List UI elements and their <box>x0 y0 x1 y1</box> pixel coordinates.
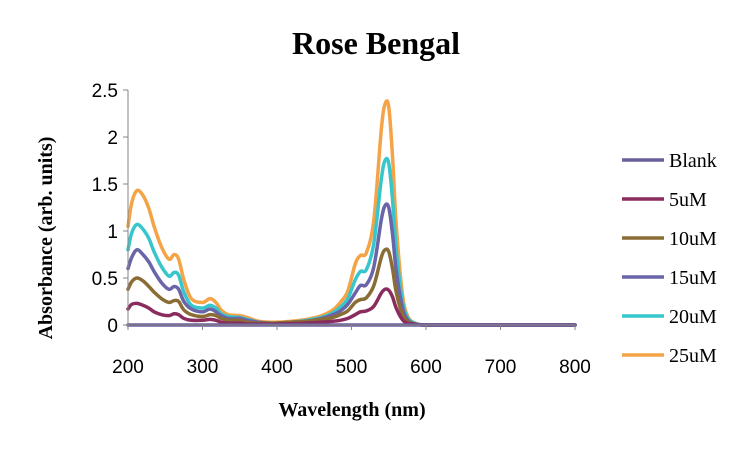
y-tick-label: 1.5 <box>92 175 118 196</box>
x-tick-label: 300 <box>187 357 219 378</box>
series-layer <box>126 99 577 327</box>
x-tick-label: 800 <box>559 357 591 378</box>
legend-label-15um: 15uM <box>669 267 717 289</box>
legend-label-10um: 10uM <box>669 228 717 250</box>
y-axis-label: Absorbance (arb. units) <box>35 137 57 340</box>
y-tick-label: 1 <box>107 222 118 243</box>
legend-label-blank: Blank <box>669 150 717 172</box>
x-tick-label: 200 <box>112 357 144 378</box>
x-tick-label: 700 <box>485 357 517 378</box>
x-tick-label: 500 <box>336 357 368 378</box>
axis-layer: 0 0.5 1 1.5 2 2.5 200 300 400 500 600 700 800 <box>92 81 591 378</box>
y-tick-label: 0 <box>107 316 118 337</box>
legend-label-25um: 25uM <box>669 345 717 367</box>
x-tick-label: 600 <box>410 357 442 378</box>
y-tick-label: 2.5 <box>92 81 118 102</box>
chart-title: Rose Bengal <box>292 25 460 61</box>
legend: Blank 5uM 10uM 15uM 20uM 25uM <box>622 150 717 367</box>
x-tick-label: 400 <box>261 357 293 378</box>
y-tick-label: 2 <box>107 128 118 149</box>
legend-label-5um: 5uM <box>669 189 707 211</box>
x-axis-label: Wavelength (nm) <box>278 399 425 421</box>
legend-label-20um: 20uM <box>669 306 717 328</box>
y-tick-label: 0.5 <box>92 269 118 290</box>
